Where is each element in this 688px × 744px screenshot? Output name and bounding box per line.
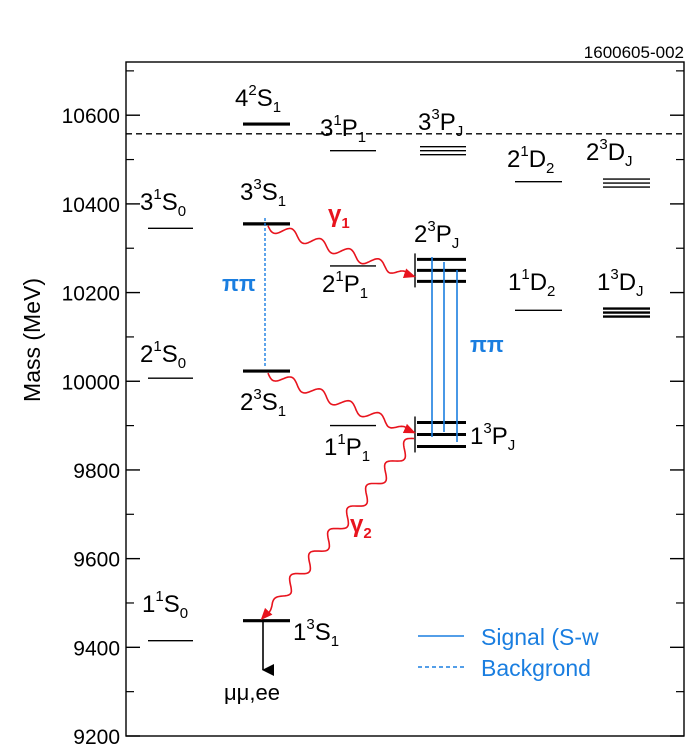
gamma2-label: γ2 (350, 511, 372, 542)
state-labels: 11S0 21S0 31S0 13S1 23S1 33S1 42S1 11P1 … (140, 82, 644, 650)
label-1-3S1: 13S1 (293, 616, 339, 650)
label-2-3DJ: 23DJ (586, 136, 633, 170)
label-2-3PJ: 23PJ (414, 218, 459, 252)
radiative-transitions: γ1 γ2 (260, 201, 416, 621)
y-tick-label: 9400 (73, 637, 120, 660)
y-tick-label: 9800 (73, 460, 120, 483)
triplet-levels (414, 146, 650, 453)
label-2-1P1: 21P1 (322, 268, 368, 302)
legend-background-label: Backgrond (481, 655, 591, 681)
y-axis-label: Mass (MeV) (19, 278, 45, 402)
y-tick-label: 10200 (62, 283, 120, 306)
label-1-3DJ: 13DJ (597, 266, 644, 300)
label-2-1S0: 21S0 (140, 338, 186, 372)
figure-id: 1600605-002 (584, 43, 684, 62)
pipi-background-label: ππ (222, 271, 256, 296)
gamma1-label: γ1 (328, 201, 350, 232)
y-tick-label: 10400 (62, 194, 120, 217)
y-tick-label: 9600 (73, 549, 120, 572)
gamma1-wavy-arrow (267, 225, 416, 278)
label-1-1P1: 11P1 (324, 431, 370, 465)
decay-products-label: μμ,ee (224, 680, 280, 705)
label-1-3PJ: 13PJ (470, 420, 515, 454)
gamma-2s-1p-wavy-arrow (267, 372, 416, 434)
label-3-1P1: 31P1 (320, 112, 366, 146)
pipi-signal-label: ππ (470, 332, 504, 357)
legend: Signal (S-w Backgrond (418, 624, 599, 681)
y-axis-ticks: 9200 9400 9600 9800 10000 10200 10400 10600 (62, 70, 684, 744)
y-tick-label: 9200 (73, 726, 120, 744)
pipi-transitions: ππ ππ (222, 218, 504, 442)
energy-levels (148, 122, 562, 642)
legend-signal-label: Signal (S-w (481, 624, 599, 650)
label-2-1D2: 21D2 (507, 143, 554, 177)
label-4-3S1: 42S1 (235, 82, 281, 116)
label-1-1D2: 11D2 (508, 266, 555, 300)
label-3-1S0: 31S0 (140, 186, 186, 220)
label-2-3S1: 23S1 (240, 386, 286, 420)
y-tick-label: 10000 (62, 371, 120, 394)
plot-frame (125, 61, 685, 737)
label-1-1S0: 11S0 (142, 588, 188, 622)
label-3-3S1: 33S1 (240, 176, 286, 210)
y-tick-label: 10600 (62, 105, 120, 128)
label-3-3PJ: 33PJ (418, 106, 463, 140)
gamma2-wavy-arrow (260, 437, 415, 621)
